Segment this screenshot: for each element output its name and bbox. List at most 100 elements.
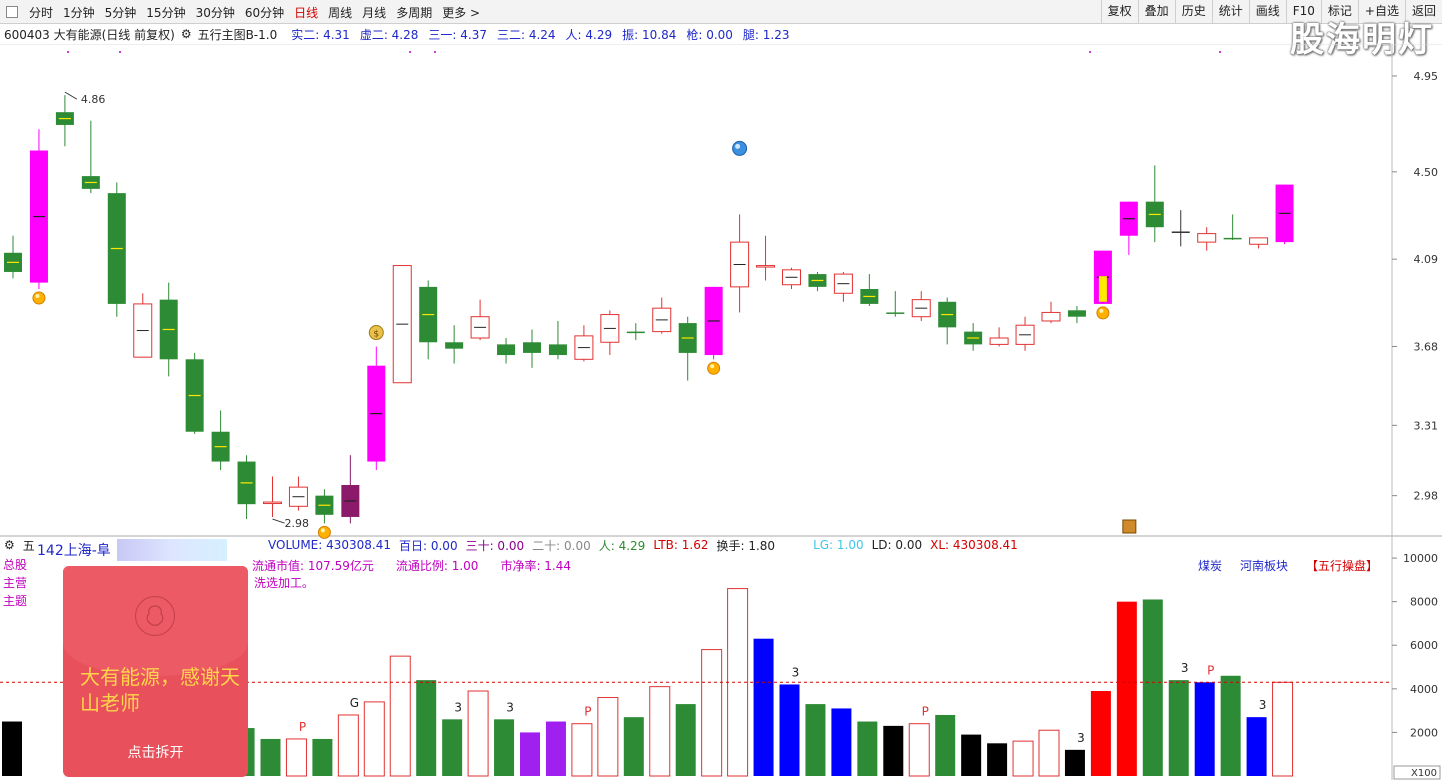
indicator-value-4: 人: 4.29	[565, 27, 613, 42]
period-tab-0[interactable]: 分时	[29, 5, 54, 20]
indicator-info-line: 600403 大有能源(日线 前复权) ⚙ 五行主图B-1.0 实二: 4.31…	[4, 26, 802, 42]
period-tab-6[interactable]: 日线	[294, 5, 319, 20]
period-tab-2[interactable]: 5分钟	[104, 5, 137, 20]
fin-info-0: 流通市值: 107.59亿元	[252, 559, 374, 573]
price-tick-1: 4.50	[1414, 166, 1439, 179]
volume-bar-25	[649, 686, 671, 777]
fin-info-1: 流通比例: 1.00	[395, 559, 479, 573]
volume-bar-24	[623, 717, 644, 776]
candle-body-45	[1171, 231, 1190, 233]
volume-bar-40	[1038, 729, 1060, 777]
indicator-name[interactable]: 五行主图B-1.0	[197, 27, 278, 42]
volume-value-0: VOLUME: 430308.41	[268, 538, 391, 552]
volume-bar-10	[260, 738, 281, 776]
volume-bar-43	[1116, 601, 1137, 776]
volume-settings-icon[interactable]: ⚙	[4, 538, 15, 552]
volume-tick-3: 4000	[1410, 683, 1438, 696]
indicator-value-5: 振: 10.84	[622, 27, 677, 42]
volume-mark-6: P	[922, 705, 929, 719]
toolbar-button-5[interactable]: F10	[1285, 0, 1321, 23]
period-tab-3[interactable]: 15分钟	[146, 5, 186, 20]
volume-bar-27	[701, 649, 723, 777]
volume-mark-5: 3	[792, 665, 800, 679]
toolbar-button-3[interactable]: 统计	[1211, 0, 1249, 23]
volume-bar-0	[2, 721, 22, 776]
volume-bar-42	[1090, 691, 1111, 776]
period-tab-5[interactable]: 60分钟	[244, 5, 285, 20]
volume-bar-35	[908, 723, 930, 777]
panel-checkbox[interactable]	[6, 6, 18, 18]
price-tick-5: 2.98	[1414, 490, 1439, 503]
volume-mark-3: 3	[506, 700, 514, 714]
top-dot-1	[119, 51, 121, 53]
candle-body-17	[445, 342, 464, 349]
volume-bar-22	[571, 723, 593, 777]
top-dot-5	[1219, 51, 1221, 53]
gold-coin-shine-1	[710, 364, 715, 369]
toolbar-button-0[interactable]: 复权	[1100, 0, 1138, 23]
tag-region[interactable]: 河南板块	[1239, 559, 1288, 573]
top-dot-4	[1089, 51, 1091, 53]
volume-bar-45	[1168, 680, 1189, 776]
indicator-value-7: 腿: 1.23	[742, 27, 790, 42]
gold-coin-icon-2	[1096, 306, 1110, 320]
period-tab-1[interactable]: 1分钟	[63, 5, 95, 20]
gold-coin-shine-0	[35, 294, 40, 298]
kline-chart[interactable]: 4.95 4.50 4.09 3.68 3.31 2.98 10000 8000 6000 400…	[0, 44, 1442, 780]
volume-bar-39	[1012, 740, 1034, 777]
indicator-values: 实二: 4.31 虚二: 4.28 三一: 4.37 三二: 4.24 人: 4.29 振…	[291, 26, 795, 43]
volume-value-6: 换手: 1.80	[716, 538, 776, 553]
volume-mark-8: 3	[1181, 661, 1189, 675]
volume-value-2: 三十: 0.00	[465, 538, 525, 553]
toolbar: 分时 1分钟 5分钟 15分钟 30分钟 60分钟 日线 周线 月线 多周期 更多 > 复权 叠加 历史…	[0, 0, 1442, 24]
top-dot-0	[67, 51, 69, 53]
toolbar-button-7[interactable]: +自选	[1357, 0, 1405, 23]
toolbar-button-8[interactable]: 返回	[1404, 0, 1442, 23]
volume-bar-38	[987, 743, 1008, 776]
candle-body-29	[756, 265, 776, 268]
low-arrow	[272, 518, 285, 524]
indicator-settings-icon[interactable]: ⚙	[180, 27, 192, 41]
volume-value-8: LD: 0.00	[871, 538, 923, 552]
volume-bar-44	[1142, 599, 1163, 776]
volume-mark-10: 3	[1259, 698, 1267, 712]
left-line-2: 主营	[3, 576, 28, 590]
period-tab-9[interactable]: 多周期	[396, 5, 433, 20]
volume-bar-34	[883, 725, 904, 776]
volume-bar-20	[520, 732, 540, 776]
open-envelope-button[interactable]: 点击拆开	[127, 745, 184, 761]
volume-bar-30	[779, 684, 800, 776]
volume-bar-33	[857, 721, 878, 776]
gold-coin-shine-3	[320, 528, 325, 533]
envelope-message: 大有能源，感谢天山老师	[80, 665, 240, 715]
period-tab-7[interactable]: 周线	[328, 5, 353, 20]
candle-body-48	[1249, 237, 1269, 245]
stock-code: 142上海-阜	[37, 543, 111, 559]
volume-mark-2: 3	[454, 700, 462, 714]
toolbar-button-1[interactable]: 叠加	[1137, 0, 1175, 23]
toolbar-button-2[interactable]: 历史	[1174, 0, 1212, 23]
period-tab-10[interactable]: 更多 >	[442, 5, 481, 20]
volume-bar-41	[1064, 749, 1085, 776]
volume-value-7: LG: 1.00	[813, 538, 864, 552]
volume-bar-11	[285, 738, 307, 777]
tag-coal[interactable]: 煤炭	[1197, 559, 1222, 573]
left-line-3: 主题	[3, 594, 28, 608]
candle-body-21	[548, 344, 567, 356]
volume-bar-21	[545, 721, 566, 776]
toolbar-button-6[interactable]: 标记	[1320, 0, 1358, 23]
fin-info-2: 市净率: 1.44	[500, 559, 572, 573]
price-tick-2: 4.09	[1414, 253, 1439, 266]
volume-tick-1: 8000	[1410, 596, 1438, 609]
blurred-region	[116, 539, 227, 561]
volume-bar-49	[1272, 681, 1294, 777]
period-tab-8[interactable]: 月线	[362, 5, 387, 20]
business-tail: 洗选加工。	[254, 576, 315, 590]
toolbar-button-4[interactable]: 画线	[1248, 0, 1286, 23]
volume-bar-32	[831, 708, 852, 776]
volume-tick-2: 6000	[1410, 639, 1438, 652]
tag-wuxing[interactable]: 【五行操盘】	[1305, 559, 1378, 573]
red-envelope-popup[interactable]: 大有能源，感谢天山老师 点击拆开	[63, 566, 248, 777]
period-tab-4[interactable]: 30分钟	[195, 5, 235, 20]
volume-bar-37	[961, 734, 982, 776]
